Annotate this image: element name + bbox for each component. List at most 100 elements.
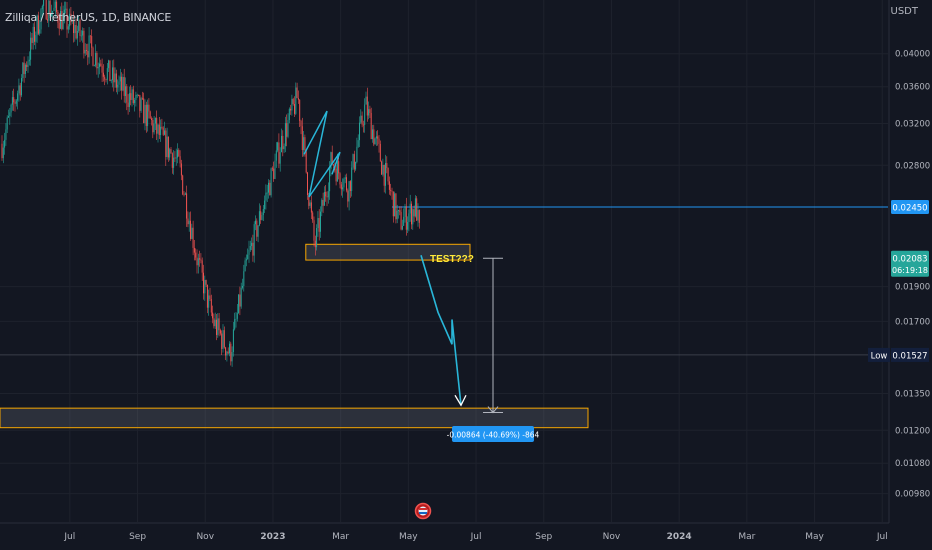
candle-body bbox=[223, 330, 225, 348]
candle-body bbox=[121, 76, 123, 91]
candle-body bbox=[126, 86, 128, 103]
candle-body bbox=[364, 104, 366, 125]
candle-body bbox=[382, 164, 384, 175]
candle-body bbox=[27, 61, 29, 67]
candle-body bbox=[256, 220, 258, 237]
measure-label: -0.00864 (-40.69%) -864 bbox=[447, 426, 540, 442]
candle-body bbox=[387, 168, 389, 182]
candle-body bbox=[145, 104, 147, 126]
candle-body bbox=[86, 50, 87, 51]
candle-body bbox=[130, 93, 132, 100]
candle-body bbox=[52, 10, 54, 14]
candle-body bbox=[385, 163, 386, 186]
candle-body bbox=[278, 142, 280, 164]
candle-body bbox=[212, 312, 214, 319]
candle-body bbox=[251, 242, 253, 246]
candle-body bbox=[117, 84, 119, 88]
candle-body bbox=[331, 152, 333, 165]
candle-body bbox=[416, 198, 418, 221]
candle-body bbox=[343, 178, 345, 188]
candle-body bbox=[209, 295, 211, 300]
candle-body bbox=[58, 22, 60, 29]
x-tick-label: Jul bbox=[63, 532, 75, 542]
candle-body bbox=[252, 242, 254, 256]
candle-body bbox=[381, 161, 383, 175]
candle-body bbox=[80, 35, 82, 37]
candle-body bbox=[333, 164, 334, 166]
candle-body bbox=[190, 220, 191, 239]
measure-arrowhead bbox=[487, 406, 499, 414]
candle-body bbox=[169, 149, 171, 158]
candle-body bbox=[177, 149, 178, 158]
candle-body bbox=[26, 64, 28, 67]
candle-body bbox=[287, 119, 289, 137]
candle-body bbox=[82, 30, 84, 36]
candle-body bbox=[391, 190, 393, 192]
candle-body bbox=[296, 87, 298, 99]
candle-body bbox=[294, 104, 295, 114]
candle-body bbox=[219, 330, 221, 334]
candle-body bbox=[105, 79, 107, 81]
candle-body bbox=[96, 53, 98, 69]
candle-body bbox=[317, 218, 319, 229]
candle-body bbox=[74, 25, 76, 34]
x-tick-label: May bbox=[805, 532, 824, 542]
current-price-label-bg bbox=[891, 250, 929, 277]
candle-body bbox=[69, 13, 71, 27]
x-tick-label: Jul bbox=[876, 532, 888, 542]
candle-body bbox=[151, 118, 152, 120]
y-tick-label: 0.01200 bbox=[895, 426, 930, 436]
candle-body bbox=[214, 319, 216, 327]
candle-body bbox=[235, 318, 237, 320]
candle-body bbox=[335, 168, 337, 182]
countdown-label: 06:19:18 bbox=[892, 266, 928, 275]
candle-body bbox=[321, 199, 323, 212]
candle-body bbox=[203, 272, 204, 294]
candle-body bbox=[379, 143, 381, 162]
candle-body bbox=[97, 66, 99, 69]
resistance-zone bbox=[305, 243, 471, 261]
x-tick-label: Nov bbox=[603, 532, 621, 542]
candle-body bbox=[396, 210, 398, 220]
candle-body bbox=[148, 104, 150, 112]
candle-body bbox=[188, 220, 190, 225]
candle-body bbox=[239, 294, 241, 307]
candle-body bbox=[230, 343, 232, 362]
candle-body bbox=[32, 26, 34, 43]
candle-body bbox=[249, 245, 251, 250]
candle-body bbox=[53, 7, 55, 11]
y-tick-label: 0.02800 bbox=[895, 161, 930, 171]
candle-body bbox=[255, 220, 256, 225]
events-flag-icon bbox=[414, 502, 432, 520]
candle-body bbox=[174, 157, 176, 159]
candle-body bbox=[19, 85, 21, 96]
candle-body bbox=[304, 137, 306, 151]
candle-body bbox=[225, 347, 227, 356]
candle-body bbox=[95, 53, 97, 66]
time-axis: Jul Sep Nov 2023 Mar May Jul Sep Nov 2024 Mar May Ju… bbox=[0, 522, 932, 550]
candle-body bbox=[147, 104, 149, 126]
measure-label-text: -0.00864 (-40.69%) -864 bbox=[447, 431, 540, 440]
candle-body bbox=[339, 173, 341, 185]
candle-body bbox=[8, 116, 9, 118]
candle-body bbox=[21, 78, 22, 96]
candle-body bbox=[138, 94, 139, 96]
candle-body bbox=[165, 130, 167, 158]
candle-body bbox=[73, 20, 74, 34]
projection-path bbox=[420, 255, 462, 406]
candle-body bbox=[100, 63, 102, 67]
candle-body bbox=[417, 210, 419, 221]
candle-body bbox=[313, 220, 315, 241]
projection-arrowhead bbox=[454, 394, 467, 407]
candle-body bbox=[175, 157, 177, 159]
candle-body bbox=[312, 212, 314, 221]
candle-body bbox=[78, 20, 80, 31]
low-price-label: 0.01527 bbox=[892, 351, 927, 361]
candle-body bbox=[318, 218, 320, 232]
candle-body bbox=[409, 203, 411, 214]
candle-body bbox=[197, 258, 199, 266]
candle-body bbox=[143, 98, 145, 124]
candle-body bbox=[372, 129, 373, 140]
